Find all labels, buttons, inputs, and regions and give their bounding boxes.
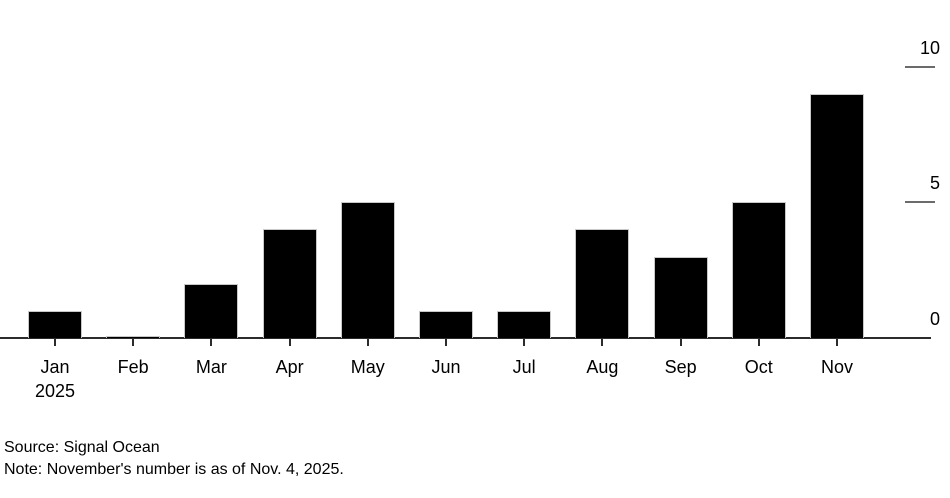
x-tick-oct: [757, 338, 760, 346]
x-label-jan: Jan: [40, 357, 70, 377]
bar-jul: [497, 311, 552, 338]
bar-nov: [810, 94, 864, 338]
y-tick-label-10: 10: [919, 37, 940, 58]
y-tick-label-5: 5: [929, 173, 940, 194]
bar-oct: [731, 202, 786, 338]
bar-aug: [575, 229, 630, 338]
bar-apr: [262, 229, 317, 338]
bar-mar: [184, 284, 239, 338]
y-tick-line-5: [905, 201, 935, 204]
x-label-oct: Oct: [744, 357, 773, 377]
x-tick-feb: [132, 338, 135, 346]
y-tick-label-0: 0: [929, 309, 940, 329]
x-label-year: 2025: [34, 381, 76, 401]
x-tick-jun: [445, 338, 447, 346]
bar-may: [340, 202, 395, 338]
x-tick-sep: [679, 338, 682, 346]
x-label-sep: Sep: [664, 357, 697, 377]
x-label-jun: Jun: [431, 357, 461, 377]
chart-footer: Source: Signal Ocean Note: November's nu…: [4, 437, 344, 481]
bar-sep: [653, 257, 708, 338]
y-tick-line-10: [905, 65, 935, 68]
bar-jan: [28, 311, 82, 338]
x-label-mar: Mar: [195, 357, 227, 377]
x-tick-aug: [601, 338, 604, 346]
x-label-aug: Aug: [586, 357, 619, 377]
x-label-may: May: [350, 357, 385, 377]
x-tick-mar: [210, 338, 213, 346]
x-label-apr: Apr: [275, 357, 304, 377]
x-tick-jul: [523, 338, 526, 346]
bar-jun: [419, 311, 473, 338]
x-tick-may: [366, 338, 369, 346]
bar-feb: [106, 336, 161, 338]
x-axis-line: [0, 337, 931, 339]
x-tick-jan: [54, 338, 56, 346]
x-label-jul: Jul: [512, 357, 536, 377]
x-tick-apr: [288, 338, 291, 346]
note-text: Note: November's number is as of Nov. 4,…: [4, 461, 344, 478]
x-label-feb: Feb: [117, 357, 149, 377]
plot-area: Jan 2025 Feb Mar Apr May Jun Jul Aug Sep Oct Nov 0 5 1…: [0, 37, 940, 401]
x-label-nov: Nov: [820, 357, 853, 377]
source-text: Source: Signal Ocean: [4, 439, 160, 456]
x-tick-nov: [836, 338, 838, 346]
